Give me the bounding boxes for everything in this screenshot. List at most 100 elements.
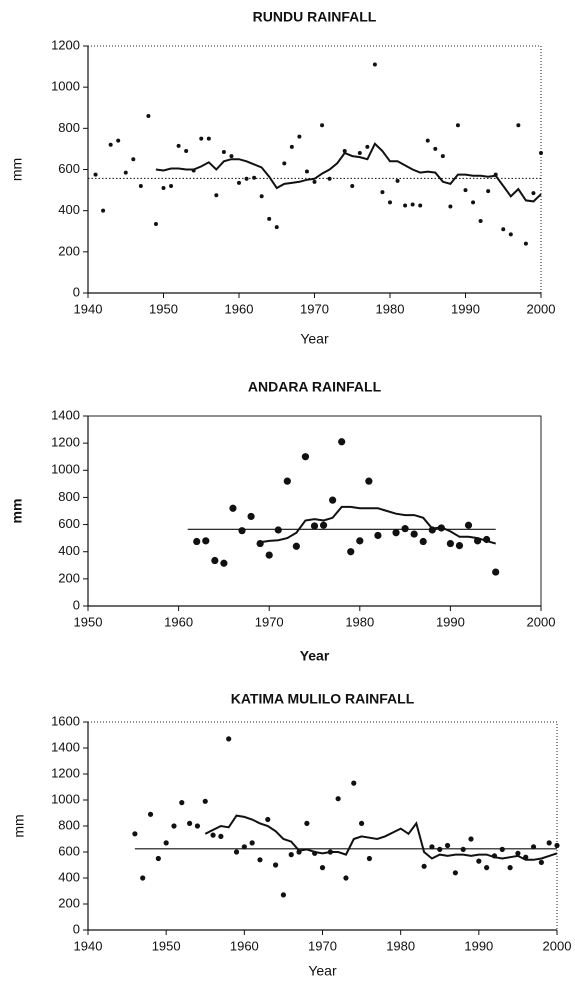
data-point (194, 823, 201, 829)
y-tick-label: 1200 (51, 435, 80, 450)
data-point (492, 568, 500, 576)
data-point (448, 204, 453, 209)
chart-title: ANDARA RAINFALL (248, 379, 382, 395)
x-tick-label: 2000 (543, 938, 572, 953)
data-point (310, 522, 319, 530)
x-tick-label: 1980 (376, 301, 405, 316)
data-point (351, 780, 357, 786)
data-point (229, 504, 237, 512)
trend-line (204, 814, 558, 861)
data-point (508, 232, 513, 237)
data-point (116, 138, 121, 143)
data-point (446, 539, 454, 548)
x-tick-label: 1960 (164, 614, 193, 629)
x-tick-label: 1950 (149, 301, 178, 316)
data-point (478, 218, 483, 223)
data-point (274, 526, 282, 534)
data-point (425, 138, 430, 143)
data-point (515, 850, 521, 856)
data-point (338, 438, 346, 446)
y-tick-label: 400 (58, 543, 80, 558)
x-tick-label: 1990 (451, 301, 480, 316)
data-point (252, 175, 257, 180)
data-point (476, 858, 482, 864)
data-point (350, 183, 355, 188)
data-point (297, 134, 302, 139)
y-tick-label: 200 (58, 243, 80, 258)
data-point (365, 477, 373, 485)
x-tick-label: 1980 (386, 938, 415, 953)
data-point (539, 151, 543, 156)
data-point (347, 548, 355, 556)
x-tick-label: 1960 (225, 301, 254, 316)
data-point (342, 148, 347, 153)
data-point (187, 820, 193, 827)
x-axis-label: Year (300, 648, 330, 664)
data-point (202, 537, 210, 545)
data-point (176, 143, 181, 148)
y-tick-label: 1400 (51, 739, 80, 754)
data-point (241, 844, 247, 850)
data-point (288, 852, 294, 858)
y-tick-label: 800 (58, 120, 80, 135)
data-point (501, 227, 506, 232)
data-point (131, 157, 136, 162)
data-point (237, 180, 241, 185)
data-point (101, 208, 106, 213)
plot-frame (87, 45, 542, 294)
data-point (463, 188, 468, 193)
data-point (179, 800, 185, 806)
x-tick-label: 1970 (255, 614, 284, 629)
data-point (554, 842, 560, 849)
data-point (319, 865, 326, 871)
data-point (155, 855, 161, 862)
trend-line (155, 142, 542, 203)
data-point (329, 496, 337, 504)
data-point (163, 840, 169, 846)
data-point (153, 222, 158, 227)
data-point (226, 736, 232, 742)
data-point (455, 123, 460, 128)
data-point (161, 186, 166, 191)
data-point (210, 832, 216, 838)
data-point (221, 150, 226, 155)
data-point (206, 136, 211, 141)
data-point (247, 512, 255, 521)
data-point (418, 203, 423, 208)
data-point (507, 865, 513, 871)
data-point (233, 849, 240, 855)
chart-title: KATIMA MULILO RAINFALL (231, 691, 415, 707)
plot-frame (87, 415, 542, 607)
data-point (538, 859, 544, 866)
data-point (171, 823, 177, 829)
data-point (499, 846, 505, 853)
data-point (202, 798, 208, 804)
data-point (146, 113, 151, 118)
data-point (410, 202, 415, 207)
y-tick-label: 0 (73, 597, 80, 612)
data-point (358, 820, 365, 827)
data-point (531, 191, 536, 196)
x-tick-label: 2000 (527, 301, 556, 316)
data-point (267, 216, 272, 221)
y-axis-label: mm (9, 499, 25, 524)
data-point (335, 796, 341, 802)
data-point (220, 559, 228, 567)
x-axis-label: Year (300, 331, 329, 347)
data-point (374, 531, 382, 540)
x-tick-label: 1950 (74, 614, 103, 629)
x-tick-label: 1990 (436, 614, 465, 629)
data-point (410, 530, 418, 538)
data-point (468, 836, 474, 842)
y-tick-label: 0 (73, 284, 80, 299)
data-point (218, 833, 224, 840)
y-tick-label: 1400 (51, 407, 80, 422)
x-tick-label: 1940 (74, 301, 103, 316)
y-tick-label: 800 (58, 817, 80, 832)
data-point (214, 193, 219, 198)
data-point (460, 846, 466, 853)
data-point (193, 537, 201, 546)
data-point (388, 200, 392, 205)
data-point (280, 892, 287, 898)
data-point (211, 556, 219, 565)
